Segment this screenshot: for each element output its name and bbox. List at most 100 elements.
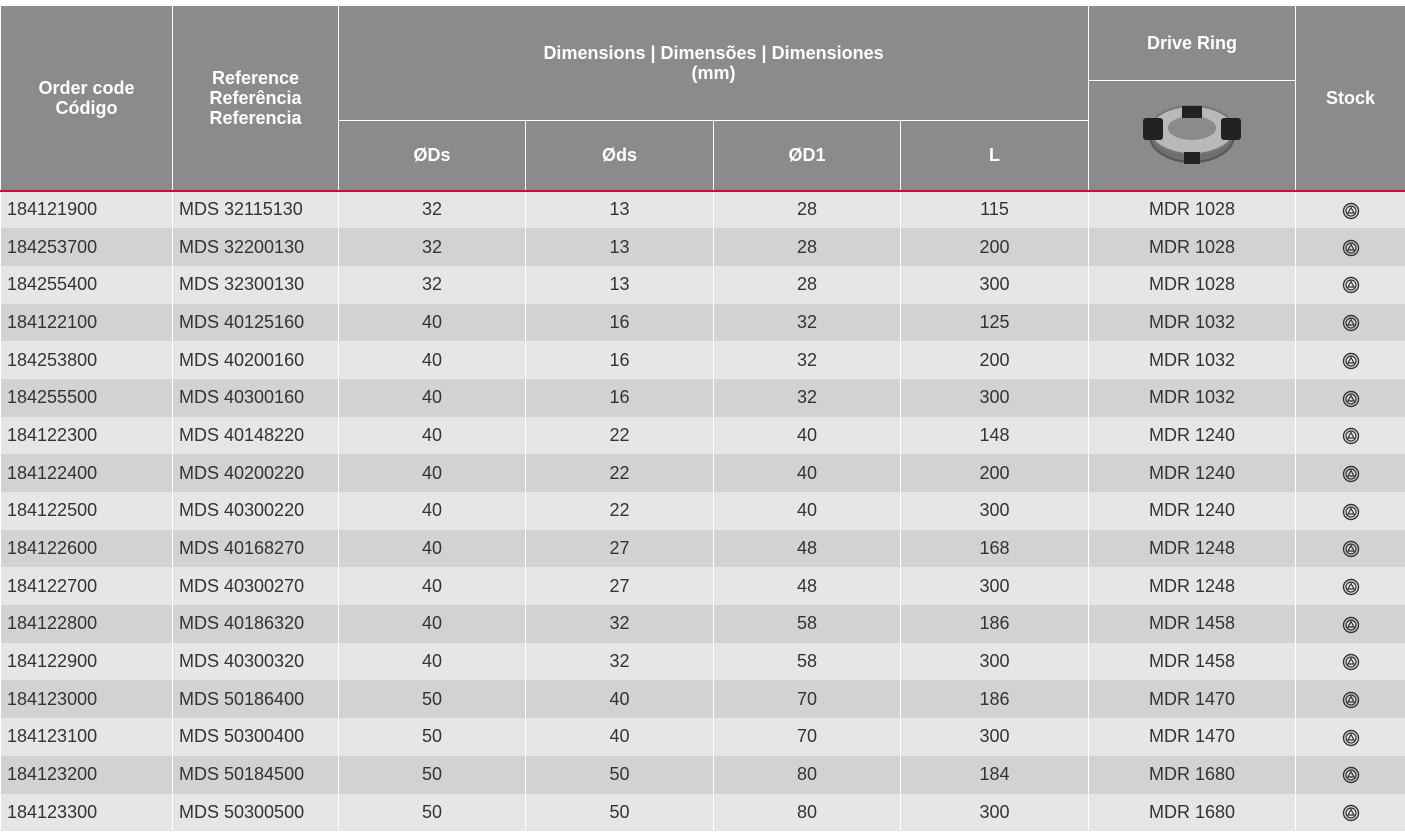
table-cell: MDR 1680 [1088, 793, 1297, 832]
table-cell: 40 [338, 642, 526, 681]
table-cell: 40 [338, 567, 526, 606]
table-cell: 40 [338, 454, 526, 492]
table-cell: 28 [713, 190, 901, 229]
header-line: Código [55, 97, 118, 118]
table-cell: MDS 40200160 [172, 341, 339, 379]
table-cell: 40 [525, 718, 714, 756]
table-row: 184122500 MDS 40300220 40 22 40 300 MDR 1240 [0, 492, 1405, 530]
table-cell: 32 [713, 303, 901, 342]
table-row: 184123000 MDS 50186400 50 40 70 186 MDR 1470 [0, 680, 1405, 719]
table-cell: MDR 1458 [1088, 605, 1297, 643]
table-cell: 50 [525, 755, 714, 794]
table-cell: 184122700 [0, 567, 173, 606]
table-cell: 184123000 [0, 680, 173, 719]
header-line: Dimensions | Dimensões | Dimensiones [543, 43, 884, 63]
stock-icon [1342, 654, 1359, 671]
table-cell: 28 [713, 265, 901, 304]
table-cell: 13 [525, 228, 714, 266]
table-cell: MDR 1470 [1088, 718, 1297, 756]
header-line: (mm) [691, 63, 736, 83]
table-cell: 50 [338, 755, 526, 794]
stock-cell [1295, 303, 1405, 342]
table-cell: MDR 1240 [1088, 492, 1297, 530]
table-cell: 40 [338, 492, 526, 530]
table-row: 184255500 MDS 40300160 40 16 32 300 MDR 1032 [0, 378, 1405, 417]
table-row: 184122300 MDS 40148220 40 22 40 148 MDR 1240 [0, 416, 1405, 455]
table-row: 184253700 MDS 32200130 32 13 28 200 MDR 1028 [0, 228, 1405, 266]
header-order-code: Order code Código [0, 5, 173, 192]
table-cell: MDR 1028 [1088, 265, 1297, 304]
table-cell: MDR 1032 [1088, 303, 1297, 342]
table-cell: 40 [338, 378, 526, 417]
table-cell: 300 [899, 793, 1090, 832]
table-cell: 186 [899, 605, 1090, 643]
table-cell: MDR 1680 [1088, 755, 1297, 794]
table-cell: 48 [713, 567, 901, 606]
stock-cell [1295, 378, 1405, 417]
header-reference: Reference Referência Referencia [172, 5, 339, 192]
table-cell: MDR 1032 [1088, 341, 1297, 379]
header-line: Referencia [209, 107, 302, 128]
table-cell: 184253800 [0, 341, 173, 379]
table-cell: 80 [713, 793, 901, 832]
table-cell: 16 [525, 378, 714, 417]
table-cell: 300 [899, 265, 1090, 304]
table-row: 184122900 MDS 40300320 40 32 58 300 MDR 1458 [0, 642, 1405, 681]
header-sub: Øds [525, 120, 714, 192]
table-cell: 184122300 [0, 416, 173, 455]
header-line: Reference [211, 67, 300, 88]
stock-icon [1342, 729, 1359, 746]
table-cell: 40 [525, 680, 714, 719]
table-cell: MDR 1028 [1088, 190, 1297, 229]
table-cell: MDS 32200130 [172, 228, 339, 266]
table-cell: 40 [338, 605, 526, 643]
stock-cell [1295, 228, 1405, 266]
table-cell: 184122800 [0, 605, 173, 643]
stock-icon [1342, 767, 1359, 784]
table-cell: 184122100 [0, 303, 173, 342]
table-cell: 40 [338, 303, 526, 342]
table-cell: MDS 50300400 [172, 718, 339, 756]
stock-icon [1342, 352, 1359, 370]
table-cell: 184123300 [0, 793, 173, 832]
table-row: 184122700 MDS 40300270 40 27 48 300 MDR 1248 [0, 567, 1405, 606]
table-body: 184121900 MDS 32115130 32 13 28 115 MDR 1028 18… [0, 190, 1405, 832]
page: Order code Código Reference Referência R… [0, 5, 1405, 834]
table-cell: 148 [899, 416, 1090, 455]
table-cell: 80 [713, 755, 901, 794]
stock-icon [1342, 578, 1359, 596]
table-cell: MDR 1032 [1088, 378, 1297, 417]
stock-icon [1342, 390, 1359, 407]
table-cell: 13 [525, 265, 714, 304]
table-cell: 184255500 [0, 378, 173, 417]
stock-icon [1342, 202, 1359, 219]
table-cell: 58 [713, 642, 901, 681]
table-row: 184122800 MDS 40186320 40 32 58 186 MDR 1458 [0, 605, 1405, 643]
header-line: Referência [209, 87, 302, 108]
table-row: 184123200 MDS 50184500 50 50 80 184 MDR 1680 [0, 755, 1405, 794]
table-cell: 300 [899, 378, 1090, 417]
table-cell: 184122600 [0, 529, 173, 568]
stock-cell [1295, 642, 1405, 681]
stock-icon [1342, 541, 1359, 558]
table-cell: 40 [338, 416, 526, 455]
table-cell: 125 [899, 303, 1090, 342]
table-cell: MDS 40300270 [172, 567, 339, 606]
header-sub: L [899, 120, 1090, 192]
drive-ring-image [1143, 105, 1242, 165]
stock-icon [1342, 503, 1359, 520]
stock-icon [1342, 428, 1359, 445]
table-row: 184122600 MDS 40168270 40 27 48 168 MDR 1248 [0, 529, 1405, 568]
stock-cell [1295, 680, 1405, 719]
table-row: 184123100 MDS 50300400 50 40 70 300 MDR 1470 [0, 718, 1405, 756]
table-cell: MDR 1240 [1088, 454, 1297, 492]
table-cell: 27 [525, 529, 714, 568]
table-cell: 50 [338, 793, 526, 832]
table-cell: 40 [713, 454, 901, 492]
table-cell: MDS 32300130 [172, 265, 339, 304]
table-cell: 300 [899, 642, 1090, 681]
table-cell: 13 [525, 190, 714, 229]
table-row: 184122100 MDS 40125160 40 16 32 125 MDR 1032 [0, 303, 1405, 342]
stock-icon [1342, 804, 1359, 822]
table-cell: 32 [525, 605, 714, 643]
